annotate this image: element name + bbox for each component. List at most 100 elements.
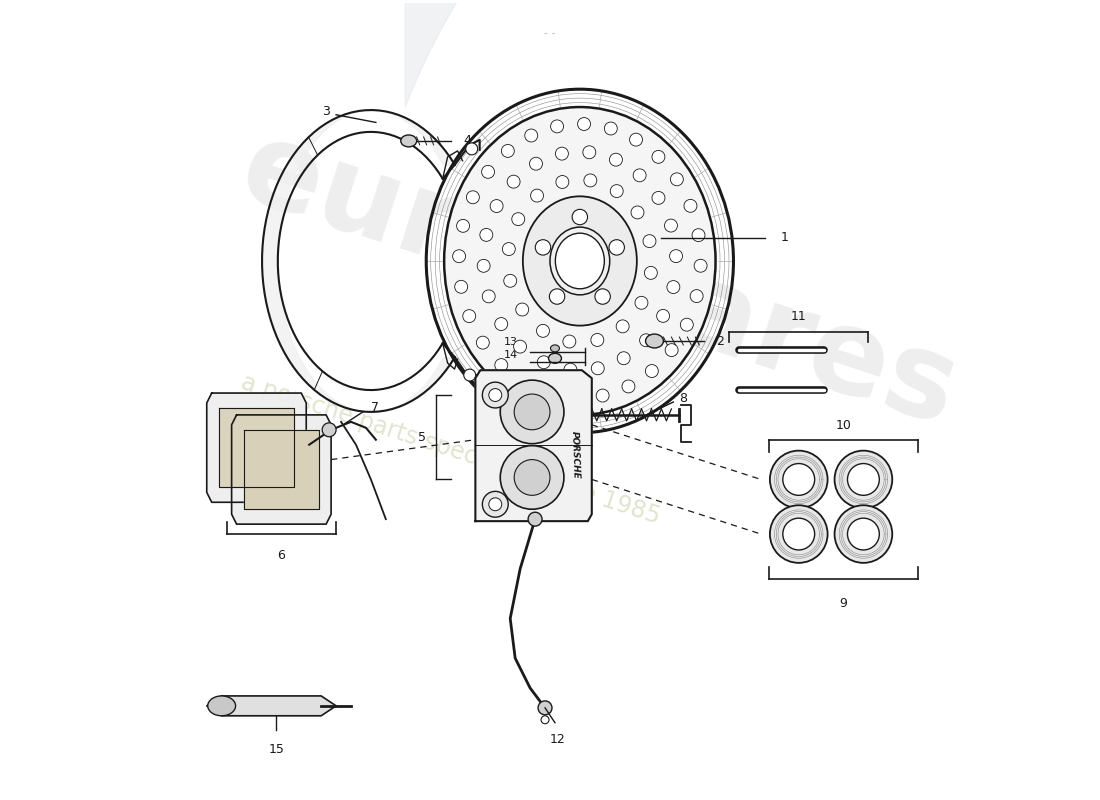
Ellipse shape (583, 146, 596, 158)
Ellipse shape (503, 242, 515, 255)
Ellipse shape (770, 450, 827, 508)
Ellipse shape (507, 175, 520, 188)
Text: 9: 9 (839, 597, 847, 610)
Ellipse shape (556, 233, 604, 289)
Ellipse shape (557, 306, 570, 318)
Ellipse shape (482, 166, 495, 178)
Ellipse shape (526, 263, 539, 276)
Ellipse shape (646, 334, 663, 348)
Ellipse shape (609, 240, 625, 255)
Text: 1: 1 (780, 231, 788, 244)
Ellipse shape (618, 274, 631, 286)
Text: 8: 8 (680, 391, 688, 405)
Text: 5: 5 (418, 430, 426, 444)
Ellipse shape (635, 296, 648, 310)
Ellipse shape (549, 289, 564, 304)
Ellipse shape (620, 246, 634, 258)
Ellipse shape (569, 391, 582, 404)
Ellipse shape (530, 189, 543, 202)
Ellipse shape (522, 196, 637, 326)
Ellipse shape (502, 145, 515, 158)
Ellipse shape (563, 335, 575, 348)
Ellipse shape (595, 289, 610, 304)
Ellipse shape (551, 120, 563, 133)
Ellipse shape (537, 324, 549, 338)
Polygon shape (475, 370, 592, 521)
Polygon shape (232, 415, 331, 524)
Text: 15: 15 (268, 742, 284, 756)
Ellipse shape (670, 250, 682, 262)
Ellipse shape (666, 344, 678, 357)
Ellipse shape (456, 219, 470, 232)
Ellipse shape (480, 229, 493, 242)
Ellipse shape (610, 185, 624, 198)
Circle shape (488, 389, 502, 402)
Ellipse shape (466, 190, 480, 204)
Ellipse shape (631, 206, 644, 219)
Circle shape (322, 423, 337, 437)
Circle shape (465, 143, 477, 155)
Ellipse shape (550, 345, 560, 352)
Ellipse shape (621, 380, 635, 393)
Text: eurospares: eurospares (228, 111, 972, 451)
Ellipse shape (495, 318, 508, 330)
Ellipse shape (604, 122, 617, 135)
Polygon shape (243, 430, 319, 510)
Ellipse shape (463, 310, 475, 322)
Ellipse shape (645, 266, 658, 279)
Ellipse shape (528, 235, 541, 248)
Text: a porsche parts specialist since 1985: a porsche parts specialist since 1985 (238, 370, 663, 529)
Ellipse shape (556, 147, 569, 160)
Circle shape (541, 716, 549, 724)
Ellipse shape (452, 250, 465, 262)
Ellipse shape (634, 169, 646, 182)
Text: 6: 6 (277, 549, 285, 562)
Ellipse shape (770, 506, 827, 563)
Ellipse shape (652, 150, 664, 163)
Ellipse shape (835, 450, 892, 508)
Ellipse shape (591, 203, 603, 216)
Ellipse shape (644, 234, 656, 247)
Ellipse shape (646, 365, 658, 378)
Ellipse shape (491, 199, 503, 213)
Ellipse shape (542, 387, 556, 400)
Text: 2: 2 (716, 334, 724, 347)
Ellipse shape (564, 363, 576, 376)
Ellipse shape (591, 334, 604, 346)
Ellipse shape (616, 320, 629, 333)
Ellipse shape (495, 358, 508, 371)
Ellipse shape (847, 463, 879, 495)
Ellipse shape (208, 696, 235, 716)
Circle shape (500, 380, 564, 444)
Circle shape (464, 369, 475, 381)
Ellipse shape (482, 290, 495, 303)
Text: 3: 3 (322, 105, 330, 118)
Text: - -: - - (544, 28, 556, 38)
Ellipse shape (592, 362, 604, 374)
Circle shape (500, 446, 564, 510)
Ellipse shape (550, 227, 609, 295)
Ellipse shape (670, 173, 683, 186)
Circle shape (488, 498, 502, 510)
Text: 13: 13 (504, 338, 518, 347)
Ellipse shape (610, 220, 624, 233)
Ellipse shape (652, 191, 664, 204)
Ellipse shape (629, 133, 642, 146)
Circle shape (538, 701, 552, 714)
Ellipse shape (549, 354, 561, 363)
Circle shape (482, 382, 508, 408)
Ellipse shape (684, 199, 697, 212)
Ellipse shape (556, 175, 569, 189)
Ellipse shape (529, 158, 542, 170)
Ellipse shape (835, 506, 892, 563)
Ellipse shape (639, 334, 652, 346)
Circle shape (514, 394, 550, 430)
Ellipse shape (617, 352, 630, 365)
Ellipse shape (581, 308, 594, 322)
Text: 7: 7 (371, 402, 378, 414)
Ellipse shape (783, 518, 815, 550)
Ellipse shape (400, 135, 417, 147)
Circle shape (514, 459, 550, 495)
Ellipse shape (542, 212, 556, 226)
Ellipse shape (525, 129, 538, 142)
